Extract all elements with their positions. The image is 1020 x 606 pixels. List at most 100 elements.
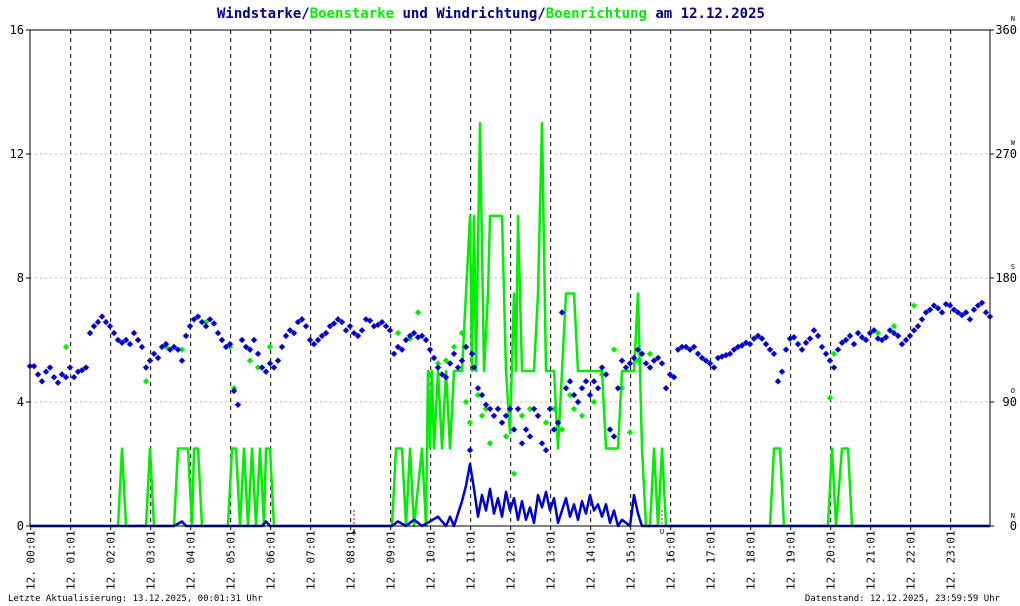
gust-direction-point <box>570 405 578 413</box>
wind-direction-point <box>698 354 706 362</box>
wind-direction-point <box>766 346 774 353</box>
wind-direction-point <box>282 332 290 340</box>
y-tick-label-right: 360 <box>995 23 1017 37</box>
wind-direction-point <box>222 343 230 351</box>
wind-direction-point <box>70 374 78 381</box>
wind-direction-point <box>974 302 982 309</box>
x-axis: 12. 00:01 12. 01:01 12. 02:01 12. 03:01 12. … <box>25 530 958 590</box>
wind-direction-point <box>474 385 482 392</box>
title-sep1: / <box>301 6 309 22</box>
x-tick-label: 12. 06:01 <box>265 530 278 590</box>
wind-direction-point <box>438 371 446 378</box>
wind-direction-point <box>586 391 594 399</box>
wind-direction-point <box>842 336 850 344</box>
gust-direction-point <box>618 385 626 392</box>
gust-direction-point <box>566 391 574 399</box>
wind-direction-point <box>90 323 98 330</box>
wind-direction-point <box>294 318 302 326</box>
wind-direction-point <box>950 306 958 313</box>
wind-direction-point <box>514 405 522 413</box>
wind-direction-point <box>598 364 606 371</box>
wind-direction-point <box>730 346 738 353</box>
wind-direction-point <box>366 317 374 324</box>
wind-direction-point <box>758 335 766 342</box>
gust-direction-point <box>246 357 254 364</box>
wind-direction-point <box>330 320 338 327</box>
wind-direction-point <box>554 419 562 426</box>
wind-direction-point <box>694 350 702 357</box>
wind-direction-point <box>534 412 542 419</box>
x-tick-label: 12. 20:01 <box>825 530 838 590</box>
wind-direction-point <box>178 357 186 364</box>
gust-direction-point <box>434 360 442 367</box>
wind-direction-point <box>118 339 126 346</box>
gust-direction-point <box>830 350 838 357</box>
wind-direction-point <box>122 336 130 344</box>
wind-direction-point <box>134 336 142 344</box>
wind-direction-point <box>226 340 234 348</box>
title-und: und <box>394 6 436 22</box>
wind-direction-point <box>270 364 278 371</box>
wind-direction-point <box>662 385 670 392</box>
wind-direction-point <box>30 362 38 370</box>
gust-direction-point <box>826 394 834 402</box>
wind-direction-point <box>486 405 494 413</box>
wind-direction-point <box>182 332 190 340</box>
wind-direction-point <box>846 332 854 340</box>
wind-direction-point <box>802 339 810 346</box>
x-tick-label: 12. 21:01 <box>865 530 878 590</box>
gust-direction-point <box>890 323 898 330</box>
wind-direction-point <box>326 323 334 330</box>
gust-direction-point <box>590 398 598 406</box>
gust-direction-point <box>526 405 534 413</box>
wind-direction-point <box>406 332 414 340</box>
gust-direction-point <box>558 426 566 433</box>
wind-direction-point <box>194 313 202 320</box>
wind-direction-point <box>706 360 714 367</box>
wind-direction-point <box>190 316 198 323</box>
wind-direction-point <box>142 364 150 371</box>
wind-direction-point <box>38 378 46 385</box>
title-sep2: / <box>537 6 545 22</box>
grid-lines <box>26 29 994 530</box>
wind-direction-point <box>646 364 654 371</box>
wind-direction-point <box>654 354 662 362</box>
wind-direction-point <box>482 401 490 408</box>
gust-direction-point <box>542 419 550 426</box>
x-tick-label: 12. 22:01 <box>905 530 918 590</box>
data-status-text: Datenstand: 12.12.2025, 23:59:59 Uhr <box>804 594 1000 604</box>
wind-direction-point <box>42 368 50 375</box>
x-tick-label: 12. 02:01 <box>105 530 118 590</box>
wind-direction-point <box>806 335 814 342</box>
wind-direction-point <box>894 332 902 340</box>
wind-direction-point <box>410 329 418 337</box>
compass-label: N <box>1011 512 1015 520</box>
x-tick-label: 12. 04:01 <box>185 530 198 590</box>
wind-direction-point <box>678 343 686 351</box>
wind-direction-point <box>690 343 698 351</box>
wind-direction-point <box>446 360 454 367</box>
gust-direction-point <box>482 405 490 413</box>
wind-direction-point <box>750 335 758 342</box>
wind-direction-point <box>334 316 342 323</box>
wind-direction-point <box>494 405 502 413</box>
wind-direction-point <box>682 343 690 351</box>
wind-direction-point <box>374 321 382 329</box>
wind-direction-point <box>978 299 986 306</box>
x-tick-label: 12. 01:01 <box>65 530 78 590</box>
wind-direction-point <box>302 323 310 330</box>
wind-direction-point <box>238 336 246 344</box>
gust-direction-point <box>646 350 654 357</box>
wind-direction-point <box>650 357 658 364</box>
wind-direction-point <box>906 332 914 340</box>
wind-direction-point <box>826 357 834 364</box>
x-tick-label: 12. 11:01 <box>465 530 478 590</box>
wind-direction-point <box>794 340 802 348</box>
wind-direction-point <box>46 364 54 371</box>
wind-direction-point <box>262 368 270 375</box>
wind-direction-point <box>778 368 786 375</box>
wind-direction-point <box>246 346 254 353</box>
wind-direction-point <box>346 323 354 330</box>
y-tick-label-right: 90 <box>1003 395 1017 409</box>
wind-direction-point <box>578 385 586 392</box>
